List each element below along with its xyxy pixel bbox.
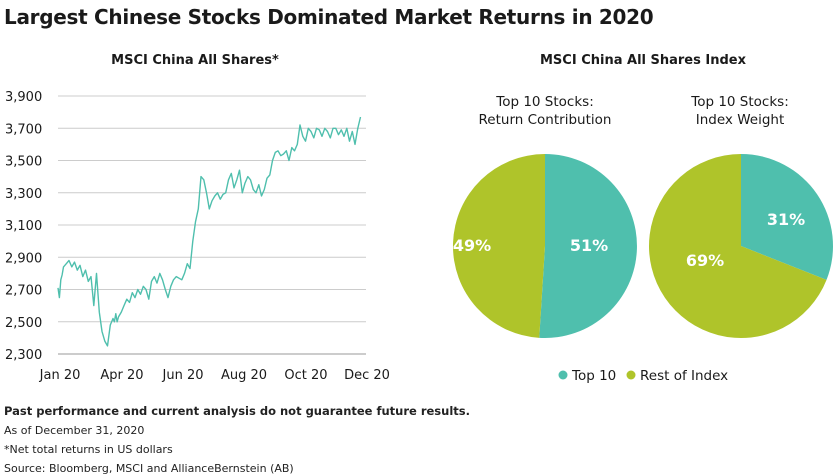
pie-data-label: 51% [570,236,608,255]
pie-slice-top-10 [741,153,834,280]
pie-index-weight: Top 10 Stocks: Index Weight 31% 69% [649,94,834,338]
pie-index-weight-subtitle-line-1: Top 10 Stocks: [690,94,789,110]
x-tick-label: Jan 20 [39,368,81,383]
y-tick-label: 2,900 [5,251,42,266]
y-tick-label: 2,500 [5,316,42,331]
pie-return-contribution-subtitle-line-2: Return Contribution [479,112,612,128]
y-tick-label: 3,300 [5,187,42,202]
pie-index-weight-subtitle-line-2: Index Weight [696,112,785,128]
pie-legend: Top 10 Rest of Index [558,368,728,384]
footer-source: Source: Bloomberg, MSCI and AllianceBern… [4,462,294,475]
line-chart: MSCI China All Shares* 2,3002,5002,7002,… [5,53,390,383]
footer-disclaimer: Past performance and current analysis do… [4,404,470,418]
line-series-msci-china [57,116,362,347]
y-tick-label: 3,100 [5,219,42,234]
y-tick-label: 2,700 [5,284,42,299]
pie-section-title: MSCI China All Shares Index [540,53,747,68]
legend-swatch-top-10 [558,370,568,380]
legend-label-rest-of-index: Rest of Index [640,368,728,384]
pie-slice-top-10 [539,154,637,338]
pie-return-contribution: Top 10 Stocks: Return Contribution 51% 49… [453,94,637,338]
y-tick-label: 2,300 [5,348,42,363]
page-title: Largest Chinese Stocks Dominated Market … [4,5,654,29]
legend-swatch-rest-of-index [626,370,636,380]
line-chart-y-axis: 2,300 2,500 2,700 2,900 3,100 3,300 3,500 3,700… [5,90,42,363]
line-chart-grid [58,95,366,355]
pie-data-label: 49% [453,236,491,255]
x-tick-label: Oct 20 [284,368,327,383]
x-tick-label: Aug 20 [221,368,267,383]
line-chart-x-axis: Jan 20 Apr 20 Jun 20 Aug 20 Oct 20 Dec 20 [39,368,390,383]
pie-slice-rest-of-index [452,154,545,338]
pie-data-label: 69% [686,251,724,270]
line-chart-title: MSCI China All Shares* [111,53,279,68]
y-tick-label: 3,500 [5,155,42,170]
y-tick-label: 3,700 [5,122,42,137]
x-tick-label: Jun 20 [162,368,204,383]
footer-note: *Net total returns in US dollars [4,443,173,456]
pie-slice-rest-of-index [649,154,827,338]
x-tick-label: Apr 20 [100,368,143,383]
pie-data-label: 31% [767,210,805,229]
pie-return-contribution-subtitle-line-1: Top 10 Stocks: [495,94,594,110]
legend-label-top-10: Top 10 [571,368,616,384]
footer-as-of: As of December 31, 2020 [4,424,145,437]
y-tick-label: 3,900 [5,90,42,105]
pie-section: MSCI China All Shares Index Top 10 Stock… [453,53,834,384]
x-tick-label: Dec 20 [344,368,390,383]
